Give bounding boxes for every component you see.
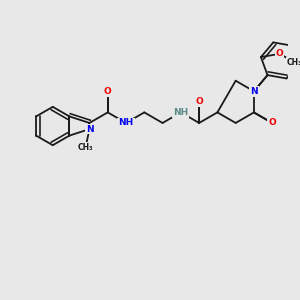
Text: NH: NH [173, 108, 188, 117]
Text: O: O [104, 87, 112, 96]
Text: NH: NH [118, 118, 134, 127]
Text: CH₃: CH₃ [78, 143, 93, 152]
Text: O: O [195, 97, 203, 106]
Text: N: N [250, 87, 258, 96]
Text: O: O [276, 49, 283, 58]
Text: O: O [268, 118, 276, 127]
Text: N: N [85, 124, 93, 134]
Text: CH₃: CH₃ [286, 58, 300, 67]
